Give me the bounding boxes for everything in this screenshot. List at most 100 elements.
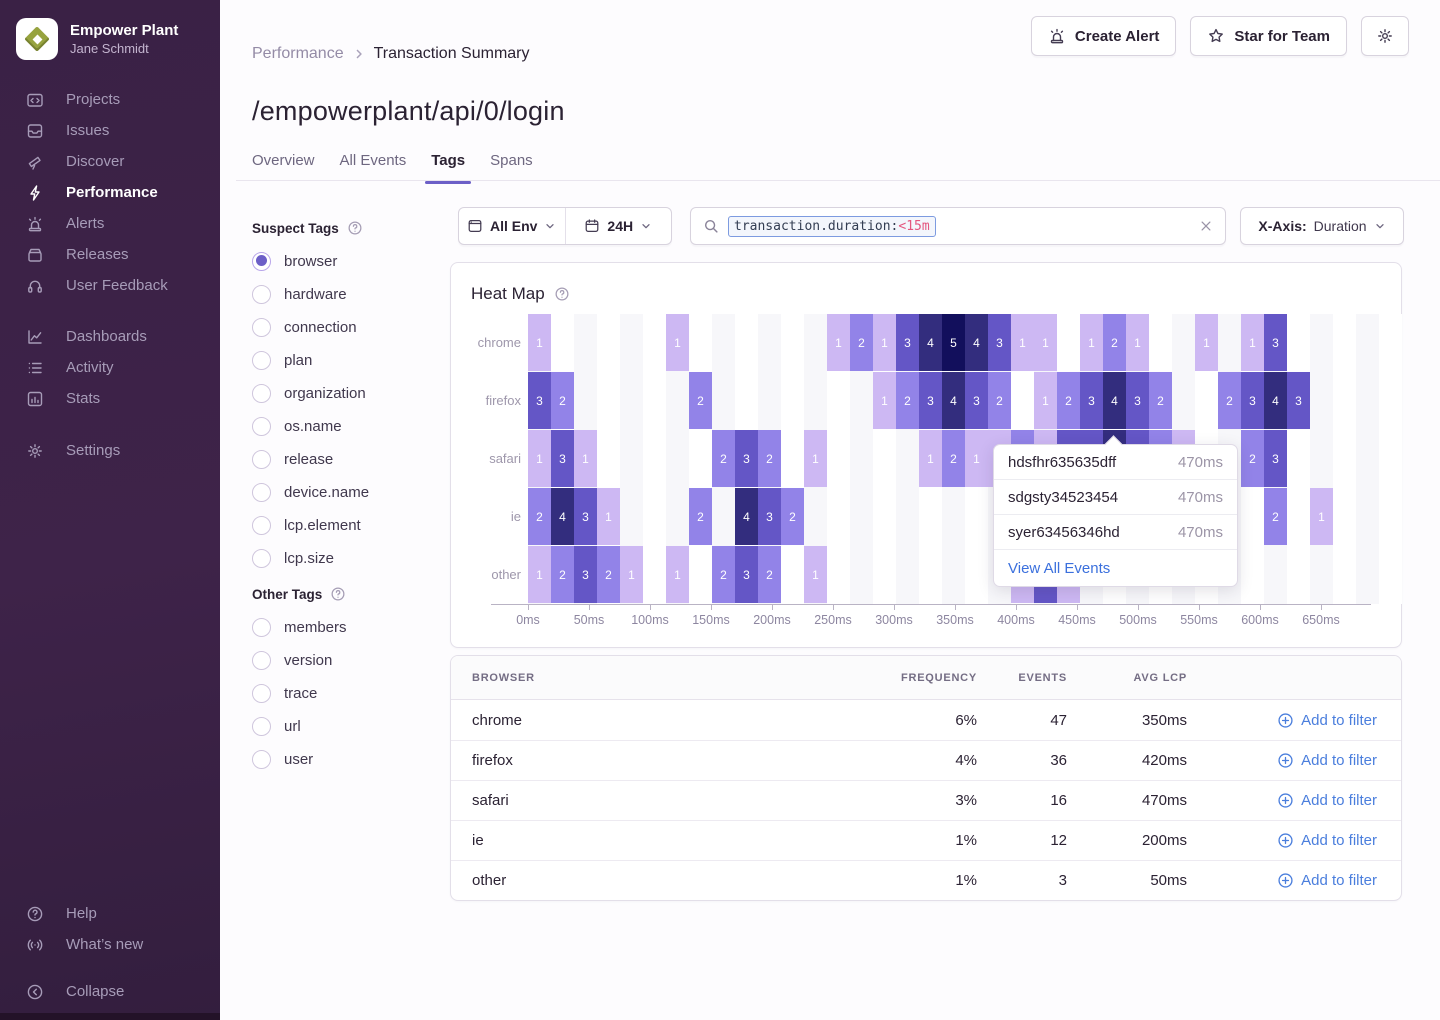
radio-icon[interactable] xyxy=(252,716,271,736)
heatmap-cell-firefox-26[interactable]: 3 xyxy=(1126,372,1149,429)
heatmap-cell-safari-8[interactable]: 2 xyxy=(712,430,735,487)
environment-dropdown[interactable]: All Env xyxy=(459,208,565,244)
heatmap-cell-firefox-16[interactable]: 2 xyxy=(896,372,919,429)
tooltip-event-row[interactable]: hdsfhr635635dff 470ms xyxy=(994,445,1237,480)
heatmap-cell-firefox-22[interactable]: 1 xyxy=(1034,372,1057,429)
heatmap-cell-chrome-22[interactable]: 1 xyxy=(1034,314,1057,371)
heatmap-cell-chrome-32[interactable]: 3 xyxy=(1264,314,1287,371)
settings-gear-button[interactable] xyxy=(1361,16,1409,56)
heatmap-cell-chrome-20[interactable]: 3 xyxy=(988,314,1011,371)
heatmap-cell-ie-9[interactable]: 4 xyxy=(735,488,758,545)
radio-icon[interactable] xyxy=(252,383,271,403)
tooltip-event-row[interactable]: syer63456346hd 470ms xyxy=(994,515,1237,550)
heatmap-cell-other-8[interactable]: 2 xyxy=(712,546,735,603)
heatmap-cell-other-6[interactable]: 1 xyxy=(666,546,689,603)
heatmap-cell-other-4[interactable]: 1 xyxy=(620,546,643,603)
search-input[interactable]: transaction.duration: <15m xyxy=(690,207,1226,245)
heatmap-cell-ie-2[interactable]: 3 xyxy=(574,488,597,545)
radio-icon[interactable] xyxy=(252,416,271,436)
other-tag-url[interactable]: url xyxy=(252,716,438,736)
suspect-tag-browser[interactable]: browser xyxy=(252,251,438,271)
heatmap-cell-firefox-19[interactable]: 3 xyxy=(965,372,988,429)
suspect-tag-plan[interactable]: plan xyxy=(252,350,438,370)
tooltip-event-row[interactable]: sdgsty34523454 470ms xyxy=(994,480,1237,515)
suspect-tag-organization[interactable]: organization xyxy=(252,383,438,403)
heatmap-cell-chrome-18[interactable]: 5 xyxy=(942,314,965,371)
radio-icon[interactable] xyxy=(252,617,271,637)
heatmap-cell-safari-17[interactable]: 1 xyxy=(919,430,942,487)
heatmap-cell-chrome-24[interactable]: 1 xyxy=(1080,314,1103,371)
create-alert-button[interactable]: Create Alert xyxy=(1030,16,1177,56)
heatmap-cell-safari-2[interactable]: 1 xyxy=(574,430,597,487)
suspect-tag-lcp-size[interactable]: lcp.size xyxy=(252,548,438,568)
heatmap-cell-ie-0[interactable]: 2 xyxy=(528,488,551,545)
heatmap-cell-ie-10[interactable]: 3 xyxy=(758,488,781,545)
tab-spans[interactable]: Spans xyxy=(490,152,533,169)
heatmap-cell-firefox-20[interactable]: 2 xyxy=(988,372,1011,429)
sidebar-item-performance[interactable]: Performance xyxy=(0,177,220,208)
heatmap-cell-other-12[interactable]: 1 xyxy=(804,546,827,603)
star-for-team-button[interactable]: Star for Team xyxy=(1190,16,1347,56)
breadcrumb-performance[interactable]: Performance xyxy=(252,45,344,62)
heatmap-cell-chrome-19[interactable]: 4 xyxy=(965,314,988,371)
add-to-filter-button[interactable]: Add to filter xyxy=(1277,832,1377,849)
heatmap-cell-chrome-6[interactable]: 1 xyxy=(666,314,689,371)
heatmap-cell-ie-32[interactable]: 2 xyxy=(1264,488,1287,545)
add-to-filter-button[interactable]: Add to filter xyxy=(1277,712,1377,729)
help-circle-icon[interactable] xyxy=(347,220,363,236)
heatmap-cell-firefox-33[interactable]: 3 xyxy=(1287,372,1310,429)
heatmap-cell-chrome-25[interactable]: 2 xyxy=(1103,314,1126,371)
heatmap-cell-chrome-16[interactable]: 3 xyxy=(896,314,919,371)
heatmap-cell-other-2[interactable]: 3 xyxy=(574,546,597,603)
heatmap-cell-chrome-13[interactable]: 1 xyxy=(827,314,850,371)
heatmap-cell-ie-3[interactable]: 1 xyxy=(597,488,620,545)
radio-icon[interactable] xyxy=(252,317,271,337)
xaxis-dropdown[interactable]: X-Axis: Duration xyxy=(1240,207,1404,245)
add-to-filter-button[interactable]: Add to filter xyxy=(1277,792,1377,809)
help-circle-icon[interactable] xyxy=(554,286,570,302)
tab-tags[interactable]: Tags xyxy=(425,152,472,184)
heatmap-cell-firefox-31[interactable]: 3 xyxy=(1241,372,1264,429)
radio-icon[interactable] xyxy=(252,683,271,703)
sidebar-item-user-feedback[interactable]: User Feedback xyxy=(0,270,220,301)
heatmap-cell-firefox-18[interactable]: 4 xyxy=(942,372,965,429)
search-token[interactable]: transaction.duration: <15m xyxy=(728,215,936,237)
heatmap-cell-safari-19[interactable]: 1 xyxy=(965,430,988,487)
heatmap-cell-other-9[interactable]: 3 xyxy=(735,546,758,603)
sidebar-item-help[interactable]: Help xyxy=(0,898,220,929)
sidebar-item-issues[interactable]: Issues xyxy=(0,115,220,146)
suspect-tag-release[interactable]: release xyxy=(252,449,438,469)
sidebar-item-stats[interactable]: Stats xyxy=(0,383,220,414)
heatmap-cell-safari-12[interactable]: 1 xyxy=(804,430,827,487)
heatmap-cell-chrome-17[interactable]: 4 xyxy=(919,314,942,371)
heatmap-cell-firefox-32[interactable]: 4 xyxy=(1264,372,1287,429)
heatmap-cell-safari-1[interactable]: 3 xyxy=(551,430,574,487)
heatmap-cell-firefox-7[interactable]: 2 xyxy=(689,372,712,429)
heatmap-cell-other-3[interactable]: 2 xyxy=(597,546,620,603)
clear-search-icon[interactable] xyxy=(1199,219,1213,233)
sidebar-item-settings[interactable]: Settings xyxy=(0,435,220,466)
heatmap-cell-firefox-1[interactable]: 2 xyxy=(551,372,574,429)
heatmap-cell-other-1[interactable]: 2 xyxy=(551,546,574,603)
heatmap-cell-chrome-15[interactable]: 1 xyxy=(873,314,896,371)
tab-all-events[interactable]: All Events xyxy=(339,152,407,169)
heatmap-cell-ie-34[interactable]: 1 xyxy=(1310,488,1333,545)
view-all-events-link[interactable]: View All Events xyxy=(1008,559,1111,577)
heatmap-cell-ie-11[interactable]: 2 xyxy=(781,488,804,545)
radio-icon[interactable] xyxy=(252,449,271,469)
heatmap-cell-safari-0[interactable]: 1 xyxy=(528,430,551,487)
heatmap-cell-other-0[interactable]: 1 xyxy=(528,546,551,603)
heatmap-cell-firefox-15[interactable]: 1 xyxy=(873,372,896,429)
heatmap-cell-ie-1[interactable]: 4 xyxy=(551,488,574,545)
sidebar-item-collapse[interactable]: Collapse xyxy=(0,976,220,1007)
heatmap-cell-chrome-26[interactable]: 1 xyxy=(1126,314,1149,371)
heatmap-cell-firefox-25[interactable]: 4 xyxy=(1103,372,1126,429)
tab-overview[interactable]: Overview xyxy=(252,152,315,169)
org-switcher[interactable]: Empower Plant Jane Schmidt xyxy=(0,0,220,62)
sidebar-item-discover[interactable]: Discover xyxy=(0,146,220,177)
radio-icon[interactable] xyxy=(252,650,271,670)
heatmap-cell-firefox-17[interactable]: 3 xyxy=(919,372,942,429)
heatmap-cell-safari-32[interactable]: 3 xyxy=(1264,430,1287,487)
radio-selected-icon[interactable] xyxy=(252,251,271,271)
heatmap-cell-chrome-0[interactable]: 1 xyxy=(528,314,551,371)
